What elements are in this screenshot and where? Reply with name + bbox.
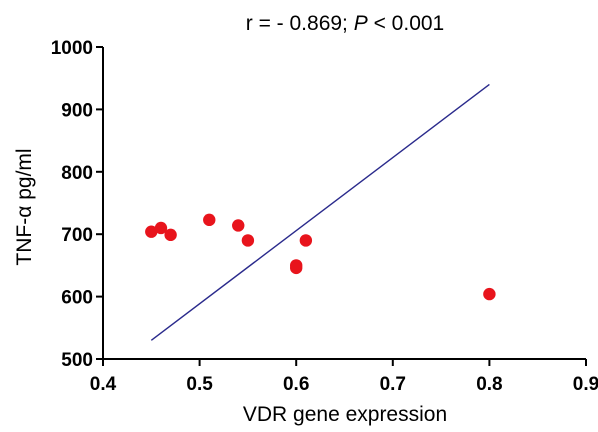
x-tick-label: 0.7 <box>380 374 406 395</box>
regression-line-group <box>150 83 490 341</box>
x-axis-ticks: 0.4 0.5 0.6 0.7 0.8 0.9 <box>90 359 598 395</box>
y-tick-label: 900 <box>61 100 93 121</box>
data-point <box>145 225 158 238</box>
y-tick-label: 700 <box>61 225 93 246</box>
x-tick-label: 0.6 <box>283 374 309 395</box>
y-tick-label: 600 <box>61 288 93 309</box>
data-points <box>145 213 496 301</box>
data-point <box>290 261 303 275</box>
chart-title: r = - 0.869; P < 0.001 <box>246 12 444 35</box>
axes <box>102 47 586 360</box>
data-point <box>154 221 168 235</box>
y-axis-ticks: 500 600 700 800 900 1000 <box>51 38 103 371</box>
y-tick-label: 1000 <box>51 38 93 59</box>
x-tick-label: 0.8 <box>476 374 502 395</box>
x-tick-label: 0.4 <box>90 374 117 395</box>
data-point <box>299 234 313 247</box>
x-axis-title: VDR gene expression <box>243 403 447 426</box>
data-point <box>164 228 177 242</box>
data-point <box>241 234 255 247</box>
y-tick-label: 800 <box>61 163 93 184</box>
x-tick-label: 0.9 <box>573 374 598 395</box>
data-point <box>203 213 216 227</box>
data-point <box>483 287 496 301</box>
data-point <box>232 219 245 232</box>
y-axis-title: TNF-α pg/ml <box>13 148 36 265</box>
regression-line <box>150 83 490 341</box>
y-tick-label: 500 <box>61 350 93 371</box>
x-tick-label: 0.5 <box>186 374 213 395</box>
